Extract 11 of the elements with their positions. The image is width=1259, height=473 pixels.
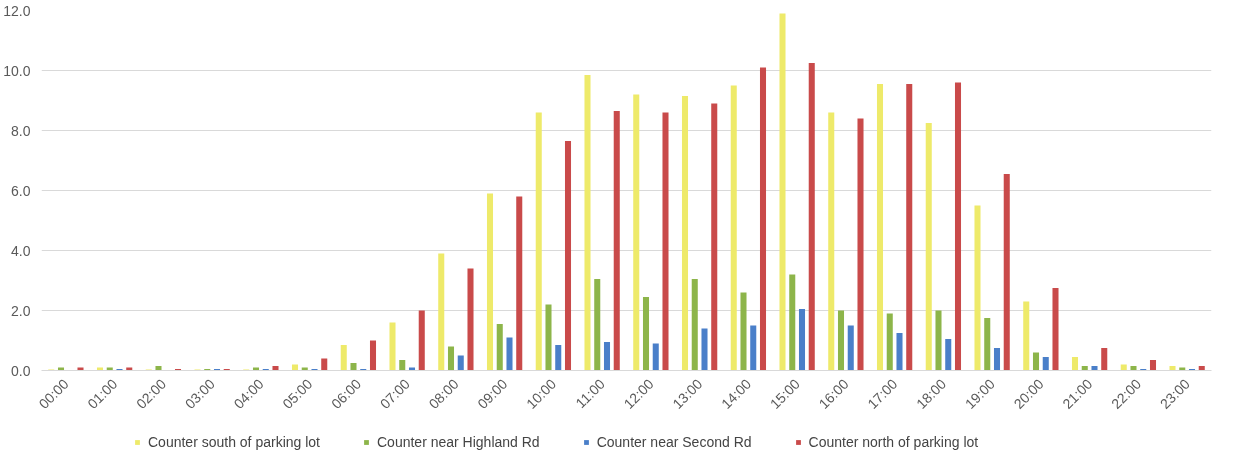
y-tick-label: 10.0 xyxy=(3,62,31,79)
y-tick-label: 12.0 xyxy=(3,2,31,19)
legend-label: Counter south of parking lot xyxy=(148,434,320,450)
legend-label: Counter north of parking lot xyxy=(808,434,979,450)
legend-label: Counter near Highland Rd xyxy=(377,434,540,450)
y-tick-label: 2.0 xyxy=(11,302,31,319)
y-tick-label: 4.0 xyxy=(11,242,31,259)
y-tick-label: 8.0 xyxy=(11,122,31,139)
y-tick-label: 6.0 xyxy=(11,182,31,199)
legend-label: Counter near Second Rd xyxy=(596,434,752,450)
y-tick-label: 0.0 xyxy=(11,362,31,379)
